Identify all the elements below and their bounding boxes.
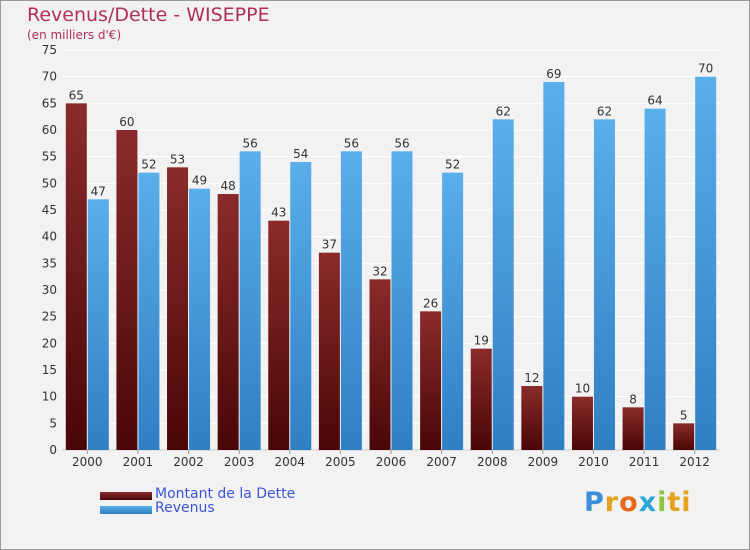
x-tick-label: 2010 [578,455,609,469]
value-label-revenus: 69 [546,67,561,81]
bar-revenus [189,188,211,450]
bar-revenus [543,82,565,450]
y-tick-label: 40 [42,230,57,244]
x-tick-label: 2009 [528,455,559,469]
value-label-revenus: 47 [91,184,106,198]
bar-dette [116,130,138,450]
bar-revenus [391,151,413,451]
value-labels: 65 47 60 52 53 49 48 56 43 54 37 56 32 56 26 52 19 62 12 69… [69,62,714,423]
bar-revenus [492,119,514,450]
y-tick-label: 60 [42,123,57,137]
bar-dette [622,407,644,450]
value-label-revenus: 54 [293,147,308,161]
value-label-revenus: 64 [647,94,662,108]
x-tick-label: 2011 [629,455,660,469]
bar-revenus [138,172,160,450]
bar-dette [673,423,695,450]
y-tick-label: 30 [42,283,57,297]
y-tick-label: 55 [42,150,57,164]
bar-dette [470,348,492,450]
value-label-revenus: 70 [698,62,713,76]
bar-dette [369,279,391,450]
y-tick-label: 50 [42,176,57,190]
y-tick-label: 70 [42,70,57,84]
y-tick-label: 15 [42,363,57,377]
bar-dette [318,252,340,450]
bar-revenus [695,76,717,451]
value-label-dette: 60 [119,115,134,129]
value-label-dette: 19 [474,334,489,348]
legend-label-dette: Montant de la Dette [155,486,296,502]
value-label-revenus: 49 [192,174,207,188]
bar-revenus [593,119,615,450]
x-tick-label: 2008 [477,455,508,469]
value-label-dette: 5 [680,408,688,422]
x-tick-label: 2001 [123,455,154,469]
value-label-dette: 26 [423,296,438,310]
x-tick-label: 2007 [426,455,457,469]
x-tick-label: 2003 [224,455,255,469]
value-label-dette: 8 [629,392,637,406]
x-tick-label: 2012 [679,455,710,469]
value-label-revenus: 56 [243,136,258,150]
x-tick-label: 2000 [72,455,103,469]
value-label-dette: 43 [271,206,286,220]
bar-dette [167,167,189,451]
y-tick-label: 0 [49,443,57,457]
grid [62,49,720,451]
x-tick-label: 2006 [376,455,407,469]
y-tick-label: 45 [42,203,57,217]
value-label-dette: 53 [170,152,185,166]
legend-label-revenus: Revenus [155,500,215,516]
bar-dette [571,396,593,450]
chart-title: Revenus/Dette - WISEPPE [27,4,270,26]
y-tick-label: 35 [42,256,57,270]
bar-revenus [290,162,312,450]
bars [65,76,717,451]
y-axis: 0 5 10 15 20 25 30 35 40 45 50 55 60 65 70 75 [42,43,57,457]
legend-swatch-dette [100,492,152,500]
value-label-dette: 48 [221,179,236,193]
y-tick-label: 65 [42,96,57,110]
bar-dette [268,220,290,450]
y-tick-label: 5 [49,416,57,430]
value-label-dette: 10 [575,382,590,396]
bar-dette [217,194,239,450]
value-label-dette: 65 [69,88,84,102]
x-tick-label: 2005 [325,455,356,469]
value-label-revenus: 56 [344,136,359,150]
value-label-dette: 32 [372,264,387,278]
bar-revenus [644,108,666,451]
y-tick-label: 10 [42,390,57,404]
value-label-revenus: 62 [496,104,511,118]
legend-swatch-revenus [100,506,152,514]
bar-dette [521,386,543,450]
bar-dette [420,311,442,450]
bar-revenus [87,199,109,450]
x-tick-label: 2004 [274,455,305,469]
x-tick-label: 2002 [173,455,204,469]
y-tick-label: 75 [42,43,57,57]
value-label-revenus: 52 [141,158,156,172]
value-label-dette: 37 [322,238,337,252]
bar-revenus [340,151,362,451]
chart-subtitle: (en milliers d'€) [27,28,122,42]
proxiti-logo: Proxiti [584,487,692,518]
bar-dette [65,103,87,450]
bar-revenus [442,172,464,450]
value-label-dette: 12 [524,371,539,385]
value-label-revenus: 52 [445,158,460,172]
value-label-revenus: 62 [597,104,612,118]
x-axis: 2000 2001 2002 2003 2004 2005 2006 2007 2008 2009… [72,450,710,469]
y-tick-label: 20 [42,336,57,350]
y-tick-label: 25 [42,310,57,324]
bar-revenus [239,151,261,451]
value-label-revenus: 56 [394,136,409,150]
